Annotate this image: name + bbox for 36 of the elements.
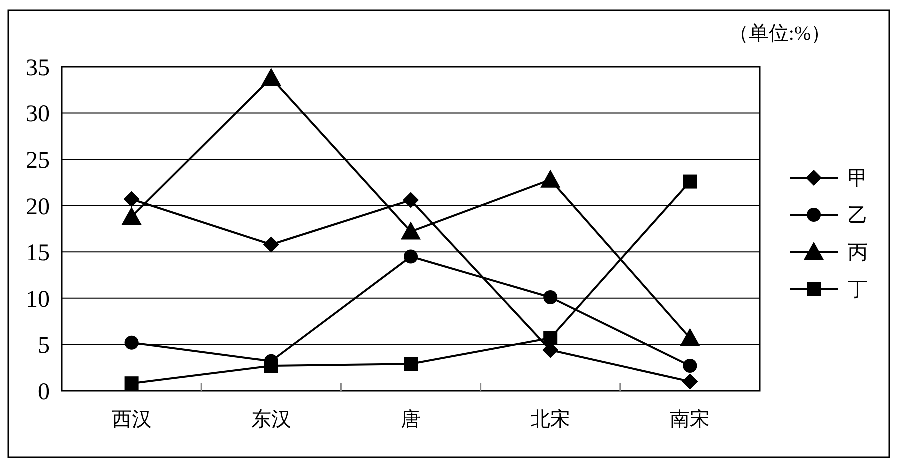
x-tick-label: 东汉	[251, 409, 292, 431]
point	[122, 206, 142, 225]
y-tick-label: 20	[26, 194, 50, 220]
legend-label: 乙	[848, 205, 868, 227]
point	[683, 359, 698, 374]
point	[540, 170, 561, 188]
legend-label: 甲	[848, 168, 868, 190]
point	[683, 174, 698, 189]
point	[682, 374, 698, 390]
x-tick-label: 西汉	[112, 409, 152, 431]
y-tick-label: 5	[38, 333, 50, 360]
x-tick-label: 唐	[401, 409, 421, 431]
point	[403, 192, 419, 208]
point	[404, 250, 418, 264]
point	[544, 331, 558, 346]
y-tick-label: 35	[26, 55, 50, 82]
point	[124, 191, 140, 208]
legend-label: 丁	[848, 279, 868, 301]
legend-label: 丙	[848, 242, 868, 264]
x-tick-label: 南宋	[670, 408, 710, 431]
text: （单位:%）	[728, 23, 832, 45]
point	[404, 357, 418, 372]
y-tick-label: 10	[26, 286, 50, 313]
point	[264, 359, 278, 374]
point	[263, 236, 280, 253]
y-tick-label: 30	[26, 102, 50, 128]
point	[124, 336, 139, 350]
point	[261, 68, 282, 86]
point	[544, 290, 558, 305]
point	[680, 328, 700, 346]
y-tick-label: 15	[26, 240, 50, 267]
y-tick-label: 0	[38, 379, 50, 406]
x-tick-label: 北宋	[530, 408, 571, 431]
point	[124, 376, 139, 391]
y-tick-label: 25	[26, 148, 50, 174]
point	[401, 222, 421, 240]
